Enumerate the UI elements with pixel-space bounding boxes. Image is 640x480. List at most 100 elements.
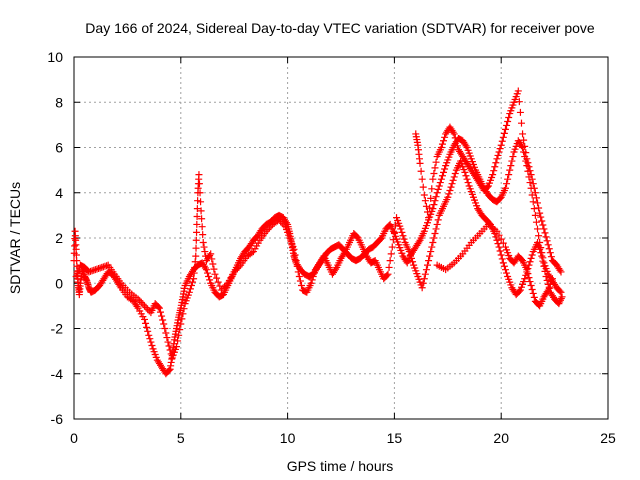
data-point: [202, 266, 210, 274]
data-points: [70, 87, 566, 378]
data-point: [278, 219, 286, 227]
data-point: [499, 239, 507, 247]
data-point: [193, 220, 201, 228]
data-point: [529, 289, 537, 297]
data-point: [140, 302, 148, 310]
data-point: [557, 268, 565, 276]
data-point: [425, 257, 433, 265]
data-point: [222, 281, 230, 289]
data-point: [516, 108, 524, 116]
data-point: [429, 239, 437, 247]
data-point: [397, 225, 405, 233]
data-point: [493, 227, 501, 235]
data-point: [154, 303, 162, 311]
data-point: [163, 334, 171, 342]
data-point: [461, 168, 469, 176]
data-point: [399, 232, 407, 240]
data-point: [427, 194, 435, 202]
data-point: [517, 119, 525, 127]
data-point: [407, 254, 415, 262]
data-point: [307, 279, 315, 287]
data-point: [146, 335, 154, 343]
data-point: [497, 251, 505, 259]
data-point: [497, 235, 505, 243]
data-point: [537, 213, 545, 221]
data-point: [527, 254, 535, 262]
data-point: [448, 180, 456, 188]
data-point: [556, 266, 564, 274]
data-point: [523, 266, 531, 274]
data-point: [463, 175, 471, 183]
data-point: [525, 274, 533, 282]
data-point: [197, 207, 205, 215]
data-point: [539, 221, 547, 229]
data-point: [233, 265, 241, 273]
data-point: [192, 252, 200, 260]
data-point: [430, 170, 438, 178]
data-point: [504, 117, 512, 125]
data-point: [424, 261, 432, 269]
data-point: [430, 201, 438, 209]
data-point: [450, 173, 458, 181]
data-point: [534, 225, 542, 233]
data-point: [292, 257, 300, 265]
data-point: [201, 248, 209, 256]
data-point: [406, 251, 414, 259]
data-point: [430, 234, 438, 242]
data-point: [389, 236, 397, 244]
data-point: [495, 231, 503, 239]
data-point: [425, 214, 433, 222]
data-point: [557, 288, 565, 296]
data-point: [178, 315, 186, 323]
data-point: [556, 296, 564, 304]
data-point: [532, 218, 540, 226]
x-tick-label: 20: [493, 430, 509, 446]
data-point: [435, 182, 443, 190]
data-point: [547, 253, 555, 261]
data-point: [162, 329, 170, 337]
data-point: [219, 284, 227, 292]
data-point: [420, 191, 428, 199]
y-tick-label: 4: [55, 185, 63, 201]
data-point: [198, 223, 206, 231]
data-point: [506, 166, 514, 174]
data-point: [207, 250, 215, 258]
data-point: [483, 183, 491, 191]
data-point: [217, 286, 225, 294]
data-point: [232, 266, 240, 274]
data-point: [235, 263, 243, 271]
data-point: [165, 342, 173, 350]
chart-title: Day 166 of 2024, Sidereal Day-to-day VTE…: [85, 20, 595, 36]
data-point: [385, 263, 393, 271]
data-point: [521, 275, 529, 283]
data-point: [542, 233, 550, 241]
data-point: [498, 255, 506, 263]
data-point: [499, 133, 507, 141]
data-point: [493, 155, 501, 163]
data-point: [165, 366, 173, 374]
data-point: [530, 293, 538, 301]
data-point: [530, 184, 538, 192]
data-point: [209, 260, 217, 268]
data-point: [520, 136, 528, 144]
data-point: [134, 295, 142, 303]
data-point: [543, 288, 551, 296]
data-point: [529, 198, 537, 206]
data-point: [193, 205, 201, 213]
data-point: [428, 243, 436, 251]
data-point: [538, 217, 546, 225]
data-point: [546, 249, 554, 257]
data-point: [419, 183, 427, 191]
data-point: [489, 171, 497, 179]
data-point: [296, 277, 304, 285]
data-point: [492, 159, 500, 167]
data-point: [416, 159, 424, 167]
data-point: [526, 278, 534, 286]
data-point: [158, 312, 166, 320]
data-point: [179, 310, 187, 318]
data-point: [177, 320, 185, 328]
data-point: [507, 162, 515, 170]
data-point: [160, 320, 168, 328]
data-point: [192, 236, 200, 244]
